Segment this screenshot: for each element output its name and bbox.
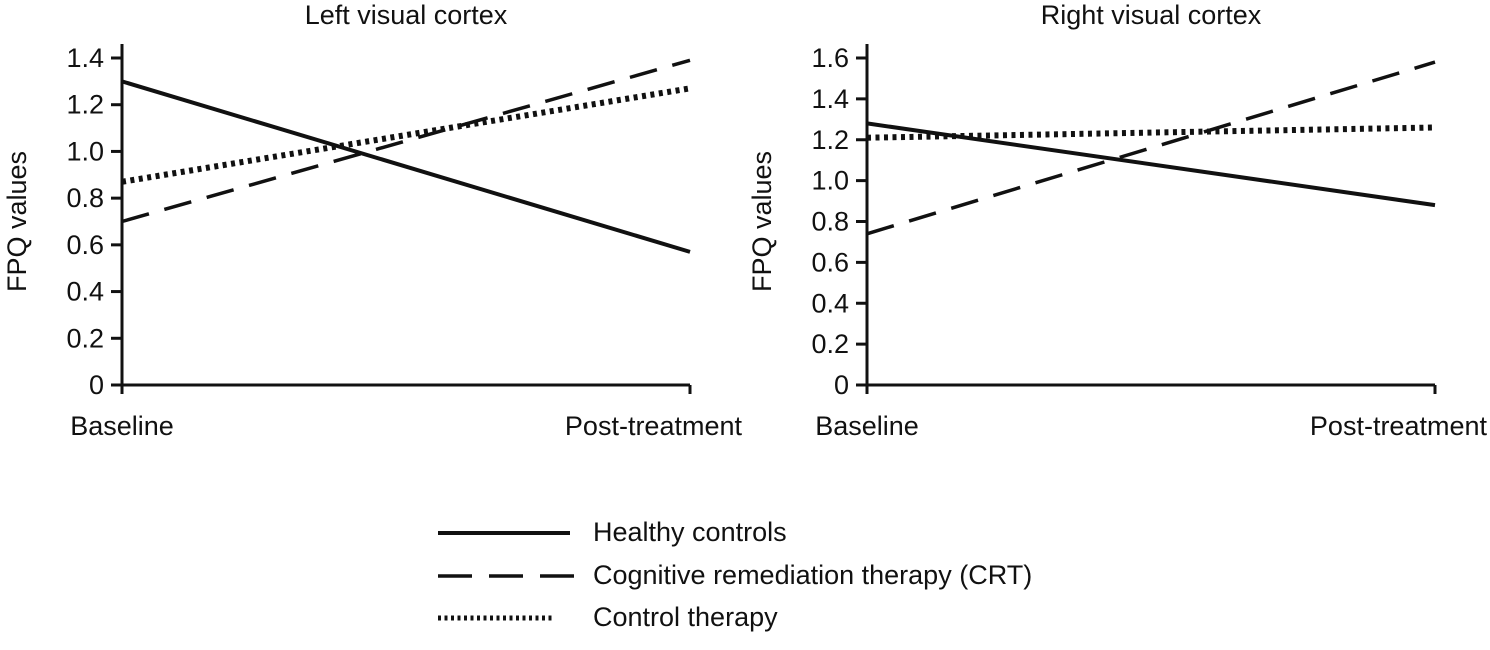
y-tick-label: 1.4 bbox=[811, 84, 849, 114]
legend-item: Control therapy bbox=[437, 603, 1032, 633]
series-line-dashed bbox=[121, 58, 691, 224]
y-tick-label: 1.0 bbox=[66, 136, 104, 166]
chart-right-visual-cortex: Right visual cortex FPQ values 0 0.2 0.4 0.6 0… bbox=[745, 0, 1490, 460]
dashed-line-sample-icon bbox=[438, 573, 576, 578]
series-line-dashed bbox=[866, 60, 1436, 236]
series-line-dotted bbox=[866, 124, 1436, 141]
y-tick-label: 1.4 bbox=[66, 43, 104, 73]
y-tick-label: 0.6 bbox=[811, 247, 849, 277]
charts-row: Left visual cortex FPQ values 0 0.2 0.4 0.6 0.… bbox=[0, 0, 1490, 460]
x-tick-label-post-treatment: Post-treatment bbox=[565, 411, 743, 441]
legend-item: Cognitive remediation therapy (CRT) bbox=[437, 559, 1033, 591]
y-tick-label: 1.2 bbox=[811, 125, 849, 155]
left-visual-cortex-plot: Left visual cortex FPQ values 0 0.2 0.4 0.6 0.… bbox=[2, 0, 743, 441]
series-line-dotted bbox=[121, 85, 691, 185]
x-tick-label-baseline: Baseline bbox=[70, 411, 174, 441]
y-tick-label: 0.8 bbox=[811, 207, 849, 237]
y-tick-label: 0.2 bbox=[811, 329, 849, 359]
y-tick-label: 0.4 bbox=[66, 277, 104, 307]
y-axis-label: FPQ values bbox=[747, 151, 777, 292]
y-tick-label: 1.2 bbox=[66, 90, 104, 120]
solid-line-sample-icon bbox=[438, 530, 570, 535]
y-axis-label: FPQ values bbox=[2, 151, 32, 292]
dotted-line-sample-icon bbox=[438, 615, 554, 621]
y-tick-label: 0.6 bbox=[66, 230, 104, 260]
chart-left-visual-cortex: Left visual cortex FPQ values 0 0.2 0.4 0.6 0.… bbox=[0, 0, 745, 460]
chart-title: Left visual cortex bbox=[305, 0, 508, 30]
legend-label: Control therapy bbox=[593, 602, 778, 633]
legend-item: Healthy controls bbox=[437, 517, 1032, 548]
chart-title: Right visual cortex bbox=[1041, 0, 1262, 30]
y-tick-label: 0.2 bbox=[66, 323, 104, 353]
y-tick-label: 0.8 bbox=[66, 183, 104, 213]
legend: Healthy controls Cognitive remediation th… bbox=[437, 517, 1033, 633]
y-tick-label: 1.6 bbox=[811, 43, 849, 73]
x-tick-label-post-treatment: Post-treatment bbox=[1310, 411, 1488, 441]
y-tick-label: 0.4 bbox=[811, 288, 849, 318]
series-line-solid bbox=[121, 79, 691, 254]
right-visual-cortex-plot: Right visual cortex FPQ values 0 0.2 0.4 0.6 0… bbox=[747, 0, 1488, 441]
legend-label: Healthy controls bbox=[593, 517, 787, 547]
y-tick-label: 0 bbox=[89, 370, 104, 400]
y-tick-label: 0 bbox=[834, 370, 849, 400]
x-tick-label-baseline: Baseline bbox=[815, 411, 919, 441]
legend-label: Cognitive remediation therapy (CRT) bbox=[593, 559, 1033, 590]
y-tick-label: 1.0 bbox=[811, 166, 849, 196]
